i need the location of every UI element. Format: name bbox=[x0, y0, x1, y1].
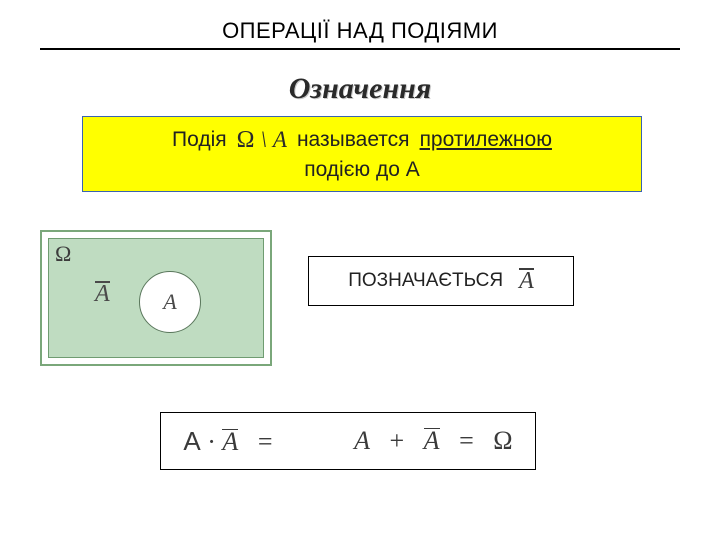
header-rule bbox=[40, 48, 680, 50]
venn-complement-label: A bbox=[95, 281, 110, 308]
venn-diagram-panel: Ω A A bbox=[40, 230, 272, 366]
venn-event-a-circle: A bbox=[139, 271, 201, 333]
venn-omega-label: Ω bbox=[55, 241, 71, 267]
page-header-title: ОПЕРАЦІЇ НАД ПОДІЯМИ bbox=[0, 18, 720, 44]
formula-right: A + A = Ω bbox=[354, 426, 512, 456]
definition-line-1: Подія Ω \ A называется протилежною bbox=[172, 124, 552, 156]
definition-underlined-word: протилежною bbox=[420, 126, 552, 154]
definition-line-2: подією до А bbox=[304, 156, 420, 184]
formula-left: A · A = bbox=[183, 426, 272, 457]
definition-pre-text: Подія bbox=[172, 126, 227, 154]
omega-symbol: Ω bbox=[237, 124, 255, 156]
section-heading: Означення bbox=[0, 72, 720, 106]
definition-mid-word: называется bbox=[297, 126, 410, 154]
notation-box: ПОЗНАЧАЄТЬСЯ A bbox=[308, 256, 574, 306]
notation-a-bar-symbol: A bbox=[519, 268, 534, 295]
venn-event-a-label: A bbox=[163, 289, 176, 315]
setminus-symbol: \ bbox=[261, 124, 267, 155]
set-a-symbol: A bbox=[273, 124, 287, 155]
formula-box: A · A = A + A = Ω bbox=[160, 412, 536, 470]
definition-set-expression: Ω \ A bbox=[237, 124, 287, 156]
notation-word: ПОЗНАЧАЄТЬСЯ bbox=[348, 270, 503, 292]
definition-box: Подія Ω \ A называется протилежною подіє… bbox=[82, 116, 642, 192]
venn-sample-space: Ω A A bbox=[48, 238, 264, 358]
